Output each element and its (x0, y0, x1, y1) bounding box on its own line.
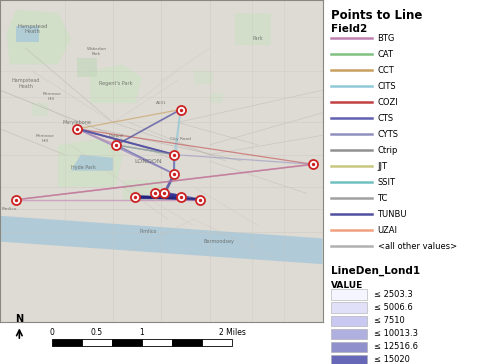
Text: SSIT: SSIT (378, 178, 396, 187)
Text: BTG: BTG (378, 34, 395, 43)
Polygon shape (90, 64, 142, 103)
Text: Primrose
Hill: Primrose Hill (36, 134, 54, 143)
Text: ≤ 12516.6: ≤ 12516.6 (374, 343, 418, 351)
Text: Points to Line: Points to Line (332, 9, 423, 22)
Bar (172, 339, 202, 347)
Text: Field2: Field2 (332, 24, 368, 33)
FancyBboxPatch shape (332, 316, 367, 326)
Text: Park: Park (252, 36, 264, 41)
Bar (202, 339, 232, 347)
Text: CCT: CCT (378, 66, 394, 75)
Text: ≤ 10013.3: ≤ 10013.3 (374, 329, 418, 338)
Text: ≤ 7510: ≤ 7510 (374, 316, 404, 325)
FancyBboxPatch shape (332, 355, 367, 364)
Bar (112, 339, 142, 347)
Text: Hampstead
Heath: Hampstead Heath (17, 24, 48, 34)
Text: CYTS: CYTS (378, 130, 398, 139)
FancyBboxPatch shape (332, 302, 367, 313)
Text: 1: 1 (140, 328, 144, 337)
Polygon shape (6, 10, 71, 64)
Text: COZI: COZI (378, 98, 398, 107)
Text: Primrose
Hill: Primrose Hill (42, 92, 61, 101)
Polygon shape (58, 139, 122, 187)
Bar (142, 339, 172, 347)
Text: Pimlico: Pimlico (2, 207, 18, 211)
Text: TC: TC (378, 194, 388, 203)
Text: 0: 0 (49, 328, 54, 337)
Text: Ctrip: Ctrip (378, 146, 398, 155)
FancyBboxPatch shape (332, 342, 367, 352)
Text: CITS: CITS (378, 82, 396, 91)
Text: Regent's Park: Regent's Park (100, 81, 133, 86)
Text: JJT: JJT (378, 162, 388, 171)
Text: Pimlico: Pimlico (140, 229, 157, 234)
Text: Hampstead
Heath: Hampstead Heath (12, 78, 40, 89)
Text: LONDON: LONDON (134, 159, 162, 163)
Text: City Road: City Road (170, 136, 191, 141)
Polygon shape (0, 216, 322, 264)
Text: LineDen_Lond1: LineDen_Lond1 (332, 265, 420, 276)
Text: A501: A501 (156, 101, 166, 105)
Text: Oxford
St.: Oxford St. (108, 134, 124, 143)
Polygon shape (236, 13, 271, 45)
Text: TUNBU: TUNBU (378, 210, 407, 219)
Bar (210, 94, 222, 103)
Text: Wakedon
Park: Wakedon Park (86, 47, 107, 56)
Text: Hyde Park: Hyde Park (72, 165, 96, 170)
Text: Marylebone: Marylebone (63, 120, 92, 125)
Bar (16, 26, 38, 42)
Text: VALUE: VALUE (332, 281, 364, 290)
Text: CTS: CTS (378, 114, 394, 123)
Text: ≤ 15020: ≤ 15020 (374, 356, 410, 364)
FancyBboxPatch shape (332, 329, 367, 339)
FancyBboxPatch shape (332, 289, 367, 300)
Polygon shape (71, 155, 113, 171)
Text: ≤ 5006.6: ≤ 5006.6 (374, 303, 412, 312)
Bar (52, 339, 82, 347)
Text: N: N (16, 314, 24, 324)
Text: 0.5: 0.5 (90, 328, 103, 337)
Text: <all other values>: <all other values> (378, 242, 456, 251)
Text: UZAI: UZAI (378, 226, 398, 235)
Bar (32, 103, 48, 116)
Text: ≤ 2503.3: ≤ 2503.3 (374, 290, 412, 299)
Text: 2 Miles: 2 Miles (219, 328, 246, 337)
Bar (82, 339, 112, 347)
Polygon shape (122, 181, 161, 200)
Polygon shape (78, 58, 97, 77)
Bar (194, 71, 213, 84)
Text: CAT: CAT (378, 50, 394, 59)
Text: Bermondsey: Bermondsey (204, 239, 234, 244)
